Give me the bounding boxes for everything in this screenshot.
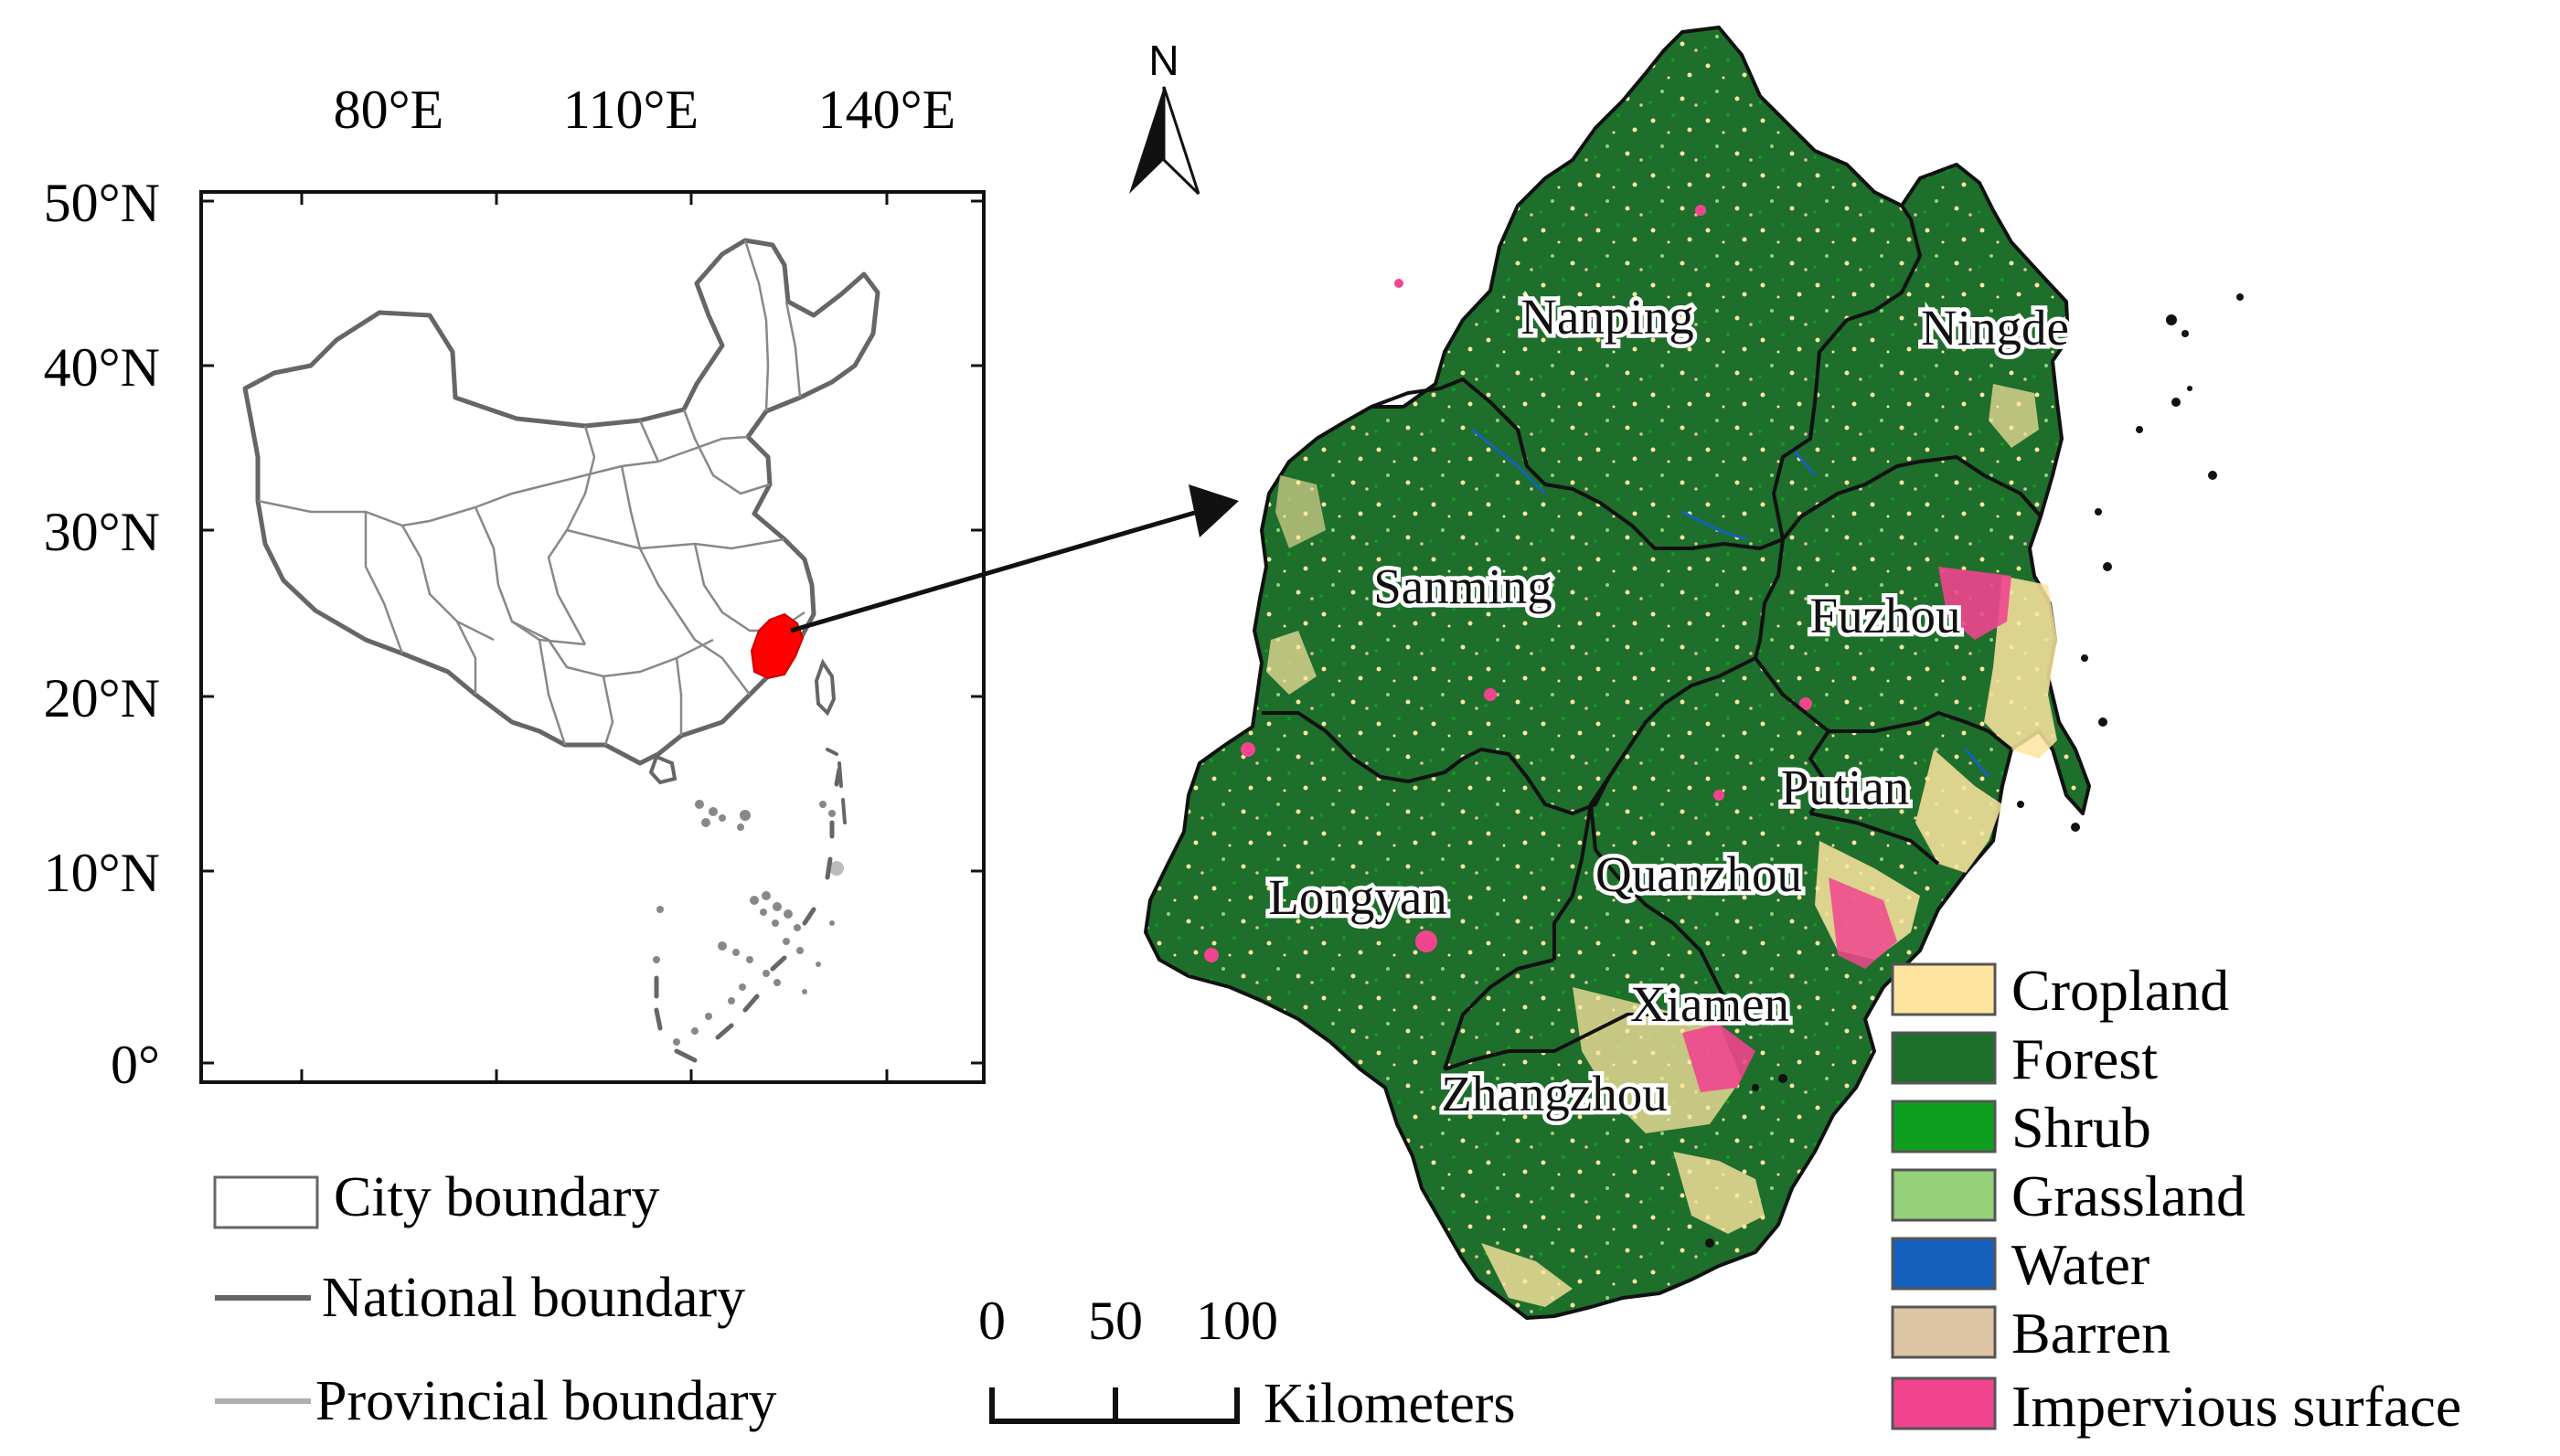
inset-map: 80°E 110°E 140°E 50°N 40°N 30°N 20°N 10°… — [44, 80, 986, 1095]
legend-label-grassland: Grassland — [2011, 1164, 2245, 1228]
lon-label-80e: 80°E — [334, 80, 444, 140]
lat-label-50n: 50°N — [44, 173, 160, 233]
legend-label-barren: Barren — [2011, 1301, 2171, 1366]
legend-label-water: Water — [2011, 1232, 2149, 1297]
city-label-nanping: Nanping — [1520, 289, 1693, 345]
legend-swatch-water — [1891, 1237, 1997, 1291]
legend-label-cropland: Cropland — [2011, 958, 2229, 1023]
legend-label-impervious-surface: Impervious surface — [2011, 1374, 2461, 1439]
city-label-quanzhou: Quanzhou — [1595, 846, 1802, 902]
fujian-province-fill — [1144, 26, 2091, 1320]
land-cover-patches — [1204, 205, 2057, 1307]
city-label-ningde: Ningde — [1921, 300, 2069, 356]
city-labels: Nanping Ningde Sanming Fuzhou Putian Lon… — [1264, 285, 2074, 1126]
connector-arrow — [790, 484, 1239, 633]
legend-swatch-grassland — [1891, 1168, 1997, 1222]
scale-unit: Kilometers — [1264, 1373, 1516, 1435]
north-arrow: N — [1129, 37, 1200, 196]
city-label-putian: Putian — [1781, 760, 1910, 815]
inset-legend: City boundary National boundary Provinci… — [213, 1166, 777, 1432]
coastal-islands — [1705, 293, 2244, 1248]
legend-city-boundary-label: City boundary — [334, 1166, 659, 1228]
scale-bar: 0 50 100 Kilometers — [978, 1291, 1516, 1435]
provincial-boundaries — [257, 239, 805, 746]
lat-label-0: 0° — [111, 1035, 160, 1095]
city-label-xiamen: Xiamen — [1630, 976, 1789, 1032]
lat-label-30n: 30°N — [44, 502, 160, 562]
scale-tick-100: 100 — [1196, 1291, 1278, 1351]
legend-swatch-cropland — [1891, 962, 1997, 1016]
legend-national-boundary-label: National boundary — [322, 1267, 745, 1329]
scale-tick-50: 50 — [1088, 1291, 1143, 1351]
legend-swatch-shrub — [1891, 1100, 1997, 1153]
lon-label-110e: 110°E — [563, 80, 699, 140]
city-boundaries — [1262, 204, 2043, 1071]
city-label-sanming: Sanming — [1373, 558, 1552, 614]
legend-provincial-boundary-label: Provincial boundary — [315, 1370, 777, 1432]
north-arrow-label: N — [1148, 37, 1179, 84]
scale-tick-0: 0 — [978, 1291, 1006, 1351]
fujian-highlight — [750, 612, 805, 680]
lon-label-140e: 140°E — [818, 80, 956, 140]
legend-swatch-forest — [1891, 1031, 1997, 1085]
city-label-fuzhou: Fuzhou — [1810, 588, 1961, 643]
lat-label-40n: 40°N — [44, 337, 160, 398]
south-china-sea-islands — [653, 800, 844, 1046]
legend-label-forest: Forest — [2011, 1026, 2158, 1091]
legend-city-boundary-symbol — [213, 1175, 319, 1229]
fujian-map: Nanping Ningde Sanming Fuzhou Putian Lon… — [1144, 26, 2244, 1320]
lat-label-10n: 10°N — [44, 843, 160, 903]
land-cover-legend: Cropland Forest Shrub Grassland Water Ba… — [1891, 958, 2461, 1439]
city-label-zhangzhou: Zhangzhou — [1441, 1066, 1667, 1121]
dashed-boundary-segments — [654, 767, 842, 1063]
inset-ticks — [201, 192, 984, 1082]
legend-swatch-barren — [1891, 1305, 1997, 1359]
lat-label-20n: 20°N — [44, 668, 160, 728]
city-label-longyan: Longyan — [1268, 869, 1447, 925]
legend-swatch-impervious-surface — [1891, 1376, 1997, 1430]
legend-label-shrub: Shrub — [2011, 1095, 2151, 1160]
